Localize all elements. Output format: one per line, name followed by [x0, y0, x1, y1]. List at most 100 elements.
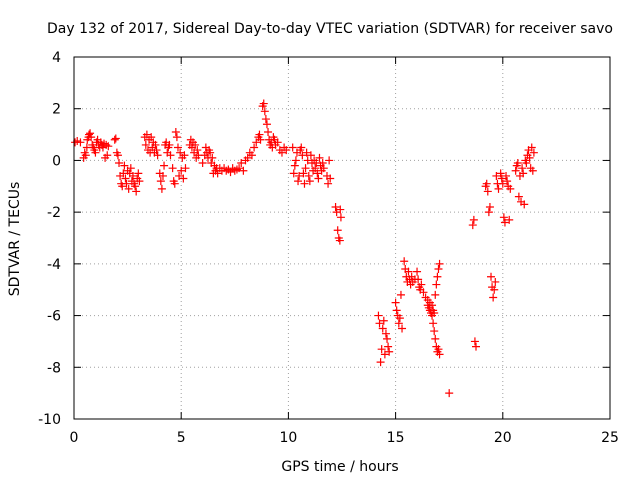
plot-frame	[73, 56, 611, 420]
data-point	[261, 115, 270, 124]
data-point	[513, 159, 522, 168]
data-point	[394, 319, 403, 328]
data-point	[153, 151, 162, 160]
data-point	[469, 215, 478, 224]
data-point	[181, 164, 190, 173]
data-point	[115, 159, 124, 168]
data-point	[398, 324, 407, 333]
data-point	[413, 267, 422, 276]
data-point	[87, 133, 96, 142]
data-point	[91, 148, 100, 157]
data-point	[472, 342, 480, 351]
data-point	[304, 171, 313, 180]
x-tick-label: 25	[601, 430, 619, 446]
data-point	[503, 177, 512, 186]
data-point	[433, 272, 442, 281]
data-point	[333, 226, 342, 235]
data-point	[502, 171, 511, 180]
x-axis-label: GPS time / hours	[281, 459, 398, 475]
x-tick-label: 15	[387, 430, 405, 446]
data-point	[294, 177, 303, 186]
y-tick-label: -6	[47, 309, 61, 325]
data-point	[141, 140, 150, 149]
data-point	[435, 350, 444, 359]
data-point	[121, 174, 130, 183]
data-point	[498, 179, 507, 188]
data-point	[483, 187, 492, 196]
data-point	[290, 161, 299, 170]
data-point	[336, 213, 345, 222]
data-point	[170, 179, 179, 188]
data-point	[331, 202, 340, 211]
data-point	[104, 142, 113, 151]
data-point	[193, 146, 202, 155]
x-tick-label: 0	[70, 430, 79, 446]
x-tick-label: 10	[279, 430, 297, 446]
data-point	[86, 129, 95, 138]
data-point	[264, 127, 273, 136]
data-point	[377, 345, 386, 354]
data-point	[298, 151, 307, 160]
data-point	[514, 192, 523, 201]
y-tick-label: -2	[47, 205, 61, 221]
y-tick-label: -8	[47, 360, 61, 376]
data-point	[522, 159, 531, 168]
data-point	[300, 179, 309, 188]
data-point	[165, 140, 174, 149]
data-point	[131, 182, 140, 191]
data-point	[156, 177, 165, 186]
data-point	[160, 161, 169, 170]
data-point	[132, 187, 141, 196]
data-point	[484, 208, 493, 217]
y-axis-label: SDTVAR / TECUs	[7, 182, 23, 297]
data-point	[414, 275, 423, 284]
data-point	[383, 334, 392, 343]
data-point	[404, 267, 413, 276]
data-point	[295, 171, 304, 180]
data-point	[152, 146, 161, 155]
data-point	[299, 169, 308, 178]
data-point	[198, 159, 207, 168]
data-point	[237, 159, 246, 168]
data-point	[158, 171, 167, 180]
data-point	[277, 148, 286, 157]
y-tick-label: 4	[52, 50, 61, 66]
data-point	[103, 151, 112, 160]
data-point	[375, 319, 384, 328]
data-point	[429, 319, 438, 328]
data-point	[134, 169, 143, 178]
y-tick-label: -10	[38, 412, 61, 428]
data-point	[428, 301, 437, 310]
data-point	[172, 133, 181, 142]
data-point	[255, 130, 264, 139]
data-point	[381, 329, 390, 338]
x-tick-labels: 0 5 10 15 20 25	[70, 430, 619, 446]
data-point	[396, 290, 405, 299]
data-point	[384, 342, 393, 351]
x-tick-label: 20	[494, 430, 512, 446]
data-point	[142, 130, 151, 139]
data-point	[499, 213, 508, 222]
data-point	[336, 205, 345, 214]
data-point	[528, 166, 537, 175]
data-point	[262, 120, 271, 129]
data-point	[260, 107, 269, 116]
data-point	[391, 298, 400, 307]
data-point	[430, 327, 439, 336]
data-point	[434, 345, 443, 354]
data-point	[122, 179, 131, 188]
data-point	[206, 148, 215, 157]
data-point	[177, 166, 186, 175]
data-point	[374, 311, 383, 320]
data-point	[250, 143, 259, 152]
data-point	[135, 177, 144, 186]
data-point	[259, 99, 268, 108]
data-point	[318, 159, 327, 168]
data-point	[431, 334, 440, 343]
data-point	[110, 135, 119, 144]
data-point	[376, 358, 385, 367]
data-point	[147, 133, 156, 142]
y-tick-label: 2	[52, 102, 61, 118]
